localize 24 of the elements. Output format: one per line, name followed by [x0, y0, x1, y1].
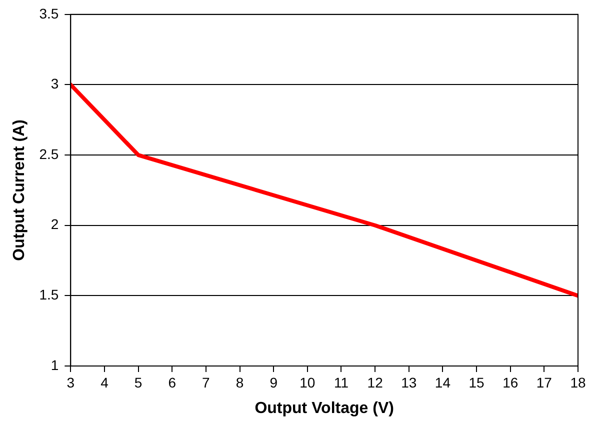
x-tick-label: 8 — [236, 374, 244, 390]
x-tick-label: 9 — [270, 374, 278, 390]
x-tick-label: 16 — [502, 374, 518, 390]
y-tick-label: 2 — [50, 216, 59, 232]
y-tick-label: 2.5 — [39, 146, 59, 162]
x-tick-label: 13 — [401, 374, 417, 390]
x-tick-label: 4 — [100, 374, 109, 390]
y-tick-label: 3 — [50, 76, 59, 92]
y-axis-title: Output Current (A) — [11, 120, 28, 261]
x-tick-label: 10 — [300, 374, 316, 390]
y-tick-label: 1 — [50, 356, 59, 373]
y-tick-label: 1.5 — [39, 286, 59, 303]
x-tick-label: 7 — [202, 374, 210, 390]
x-tick-label: 15 — [468, 374, 485, 390]
x-axis-title: Output Voltage (V) — [254, 400, 394, 417]
x-tick-label: 14 — [434, 374, 451, 390]
x-tick-label: 3 — [66, 374, 75, 390]
x-tick-label: 18 — [570, 374, 586, 390]
x-tick-label: 11 — [334, 374, 349, 390]
x-tick-label: 5 — [134, 374, 142, 390]
x-tick-label: 17 — [536, 374, 552, 390]
x-tick-label: 12 — [367, 374, 384, 390]
y-tick-label: 3.5 — [39, 5, 59, 22]
x-tick-label: 6 — [168, 374, 176, 390]
